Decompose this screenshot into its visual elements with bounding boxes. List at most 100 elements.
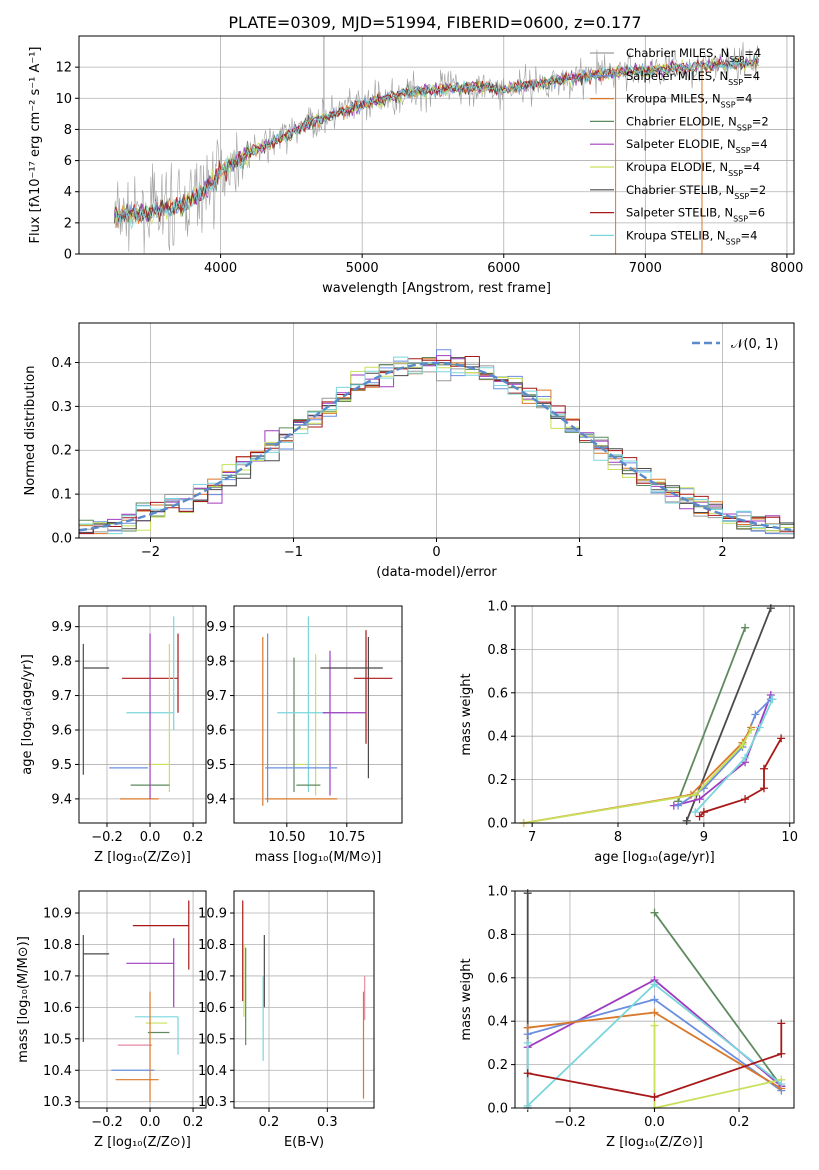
spectrum-legend: Chabrier MILES, NSSP=4 Salpeter MILES, NS… bbox=[590, 46, 769, 246]
y-tick-label: 0.4 bbox=[487, 1015, 508, 1030]
mass-weight-line bbox=[677, 627, 746, 802]
x-tick-label: 2 bbox=[718, 545, 726, 560]
data-point-marker bbox=[777, 734, 786, 743]
x-tick-label: 0.0 bbox=[140, 1115, 161, 1130]
mass_vs_Z-axes bbox=[79, 891, 206, 1108]
y-tick-label: 9.7 bbox=[206, 689, 227, 704]
x-axis-label: (data-model)/error bbox=[376, 565, 497, 580]
axes-frame bbox=[233, 890, 375, 1109]
legend-entry: Kroupa STELIB, NSSP=4 bbox=[626, 228, 757, 246]
hist-legend: 𝒩(0, 1) bbox=[692, 337, 778, 352]
y-axis-label: mass [log₁₀(M/M⊙)] bbox=[16, 936, 31, 1063]
axes-frame bbox=[514, 605, 795, 824]
data-point-marker bbox=[523, 889, 532, 898]
y-tick-label: 8 bbox=[64, 123, 72, 138]
data-point-marker bbox=[768, 695, 777, 704]
x-tick-label: 5000 bbox=[346, 261, 379, 276]
legend-entry: Chabrier STELIB, NSSP=2 bbox=[626, 183, 766, 201]
data-point-marker bbox=[741, 795, 750, 804]
x-tick-label: 10.50 bbox=[268, 830, 305, 845]
y-tick-label: 10.4 bbox=[198, 1064, 227, 1079]
residual_hist-frame: −2 −1 0 1 2 0.0 0.1 0.2 0.3 0.4 (data-model)/error… bbox=[23, 322, 795, 580]
y-axis-label: mass weight bbox=[459, 958, 474, 1040]
y-tick-label: 0.4 bbox=[51, 356, 72, 371]
mass-weight-line bbox=[653, 1025, 782, 1110]
axes-frame bbox=[78, 890, 207, 1109]
data-point-marker bbox=[674, 801, 683, 810]
x-axis-label: Z [log₁₀(Z/Z⊙)] bbox=[94, 1135, 191, 1150]
legend-entry: Salpeter STELIB, NSSP=6 bbox=[626, 206, 765, 224]
panels: Chabrier MILES, NSSP=4 Salpeter MILES, NS… bbox=[16, 35, 803, 1150]
y-tick-label: 9.5 bbox=[51, 758, 72, 773]
y-tick-label: 9.9 bbox=[206, 620, 227, 635]
y-tick-label: 9.9 bbox=[51, 620, 72, 635]
spectrum-line bbox=[114, 56, 759, 230]
mass_vs_ebv-frame: 0.2 0.3 10.3 10.4 10.5 10.6 10.7 10.8 10.9 E(B-V) bbox=[198, 890, 375, 1150]
y-tick-label: 10.6 bbox=[43, 1001, 72, 1016]
legend-entry: Chabrier MILES, NSSP=4 bbox=[626, 46, 761, 64]
y-tick-label: 10.7 bbox=[198, 969, 227, 984]
mass-weight-line bbox=[677, 698, 772, 807]
y-tick-label: 0.8 bbox=[487, 643, 508, 658]
data-point-marker bbox=[650, 980, 659, 989]
data-point-marker bbox=[747, 725, 756, 734]
data-point-marker bbox=[777, 1080, 786, 1089]
y-tick-label: 0.4 bbox=[487, 730, 508, 745]
y-tick-label: 0.6 bbox=[487, 971, 508, 986]
y-tick-label: 10.5 bbox=[198, 1032, 227, 1047]
y-tick-label: 12 bbox=[55, 61, 72, 76]
data-point-marker bbox=[650, 1021, 659, 1030]
data-point-marker bbox=[650, 908, 659, 917]
mass-weight-line bbox=[673, 694, 772, 807]
x-tick-label: 6000 bbox=[487, 261, 520, 276]
legend-entry: 𝒩(0, 1) bbox=[731, 337, 778, 352]
x-tick-label: −0.2 bbox=[91, 830, 123, 845]
y-tick-label: 4 bbox=[64, 185, 72, 200]
data-point-marker bbox=[755, 723, 764, 732]
x-tick-label: −0.2 bbox=[91, 1115, 123, 1130]
y-tick-label: 9.4 bbox=[51, 792, 72, 807]
y-tick-label: 1.0 bbox=[487, 885, 508, 900]
age_vs_Z-frame: −0.2 0.0 0.2 9.4 9.5 9.6 9.7 9.8 9.9 Z [log₁₀(Z/Z… bbox=[20, 605, 207, 865]
data-point-marker bbox=[523, 1023, 532, 1032]
x-tick-label: 8 bbox=[614, 830, 622, 845]
data-point-marker bbox=[777, 1019, 786, 1028]
y-tick-label: 9.6 bbox=[51, 724, 72, 739]
x-tick-label: 0 bbox=[432, 545, 440, 560]
axes-frame bbox=[233, 605, 403, 824]
axes-frame bbox=[78, 35, 795, 255]
y-tick-label: 9.8 bbox=[51, 655, 72, 670]
x-tick-label: 7 bbox=[528, 830, 536, 845]
histogram-series bbox=[79, 356, 794, 535]
legend-entry: Salpeter MILES, NSSP=4 bbox=[626, 69, 760, 87]
legend-entry: Kroupa MILES, NSSP=4 bbox=[626, 92, 752, 110]
x-axis-label: wavelength [Angstrom, rest frame] bbox=[322, 281, 551, 296]
data-point-marker bbox=[751, 710, 760, 719]
data-point-marker bbox=[777, 1049, 786, 1058]
y-axis-label: Normed distribution bbox=[23, 366, 38, 496]
x-tick-label: 10.75 bbox=[328, 830, 365, 845]
mass_vs_Z-frame: −0.2 0.0 0.2 10.3 10.4 10.5 10.6 10.7 10.8 10.9 Z … bbox=[16, 890, 207, 1150]
figure-title: PLATE=0309, MJD=51994, FIBERID=0600, z=0… bbox=[228, 13, 641, 32]
x-tick-label: 0.0 bbox=[644, 1115, 665, 1130]
x-tick-label: −1 bbox=[284, 545, 303, 560]
x-axis-label: mass [log₁₀(M/M⊙)] bbox=[255, 850, 382, 865]
y-tick-label: 6 bbox=[64, 154, 72, 169]
x-axis-label: age [log₁₀(age/yr)] bbox=[594, 850, 715, 865]
y-axis-label: Flux [fλ10⁻¹⁷ erg cm⁻² s⁻¹ A⁻¹] bbox=[28, 47, 43, 244]
y-tick-label: 9.5 bbox=[206, 758, 227, 773]
x-tick-label: 0.2 bbox=[729, 1115, 750, 1130]
x-axis-label: E(B-V) bbox=[284, 1135, 324, 1150]
mass-weight-line bbox=[694, 698, 774, 813]
data-point-marker bbox=[766, 604, 775, 613]
y-tick-label: 0.8 bbox=[487, 928, 508, 943]
y-tick-label: 9.8 bbox=[206, 655, 227, 670]
age_vs_mass-axes bbox=[234, 606, 402, 823]
y-tick-label: 10.3 bbox=[43, 1095, 72, 1110]
normal-curve bbox=[78, 361, 792, 532]
x-tick-label: −2 bbox=[141, 545, 160, 560]
y-tick-label: 10.5 bbox=[43, 1032, 72, 1047]
data-point-marker bbox=[695, 795, 704, 804]
x-tick-label: 9 bbox=[700, 830, 708, 845]
